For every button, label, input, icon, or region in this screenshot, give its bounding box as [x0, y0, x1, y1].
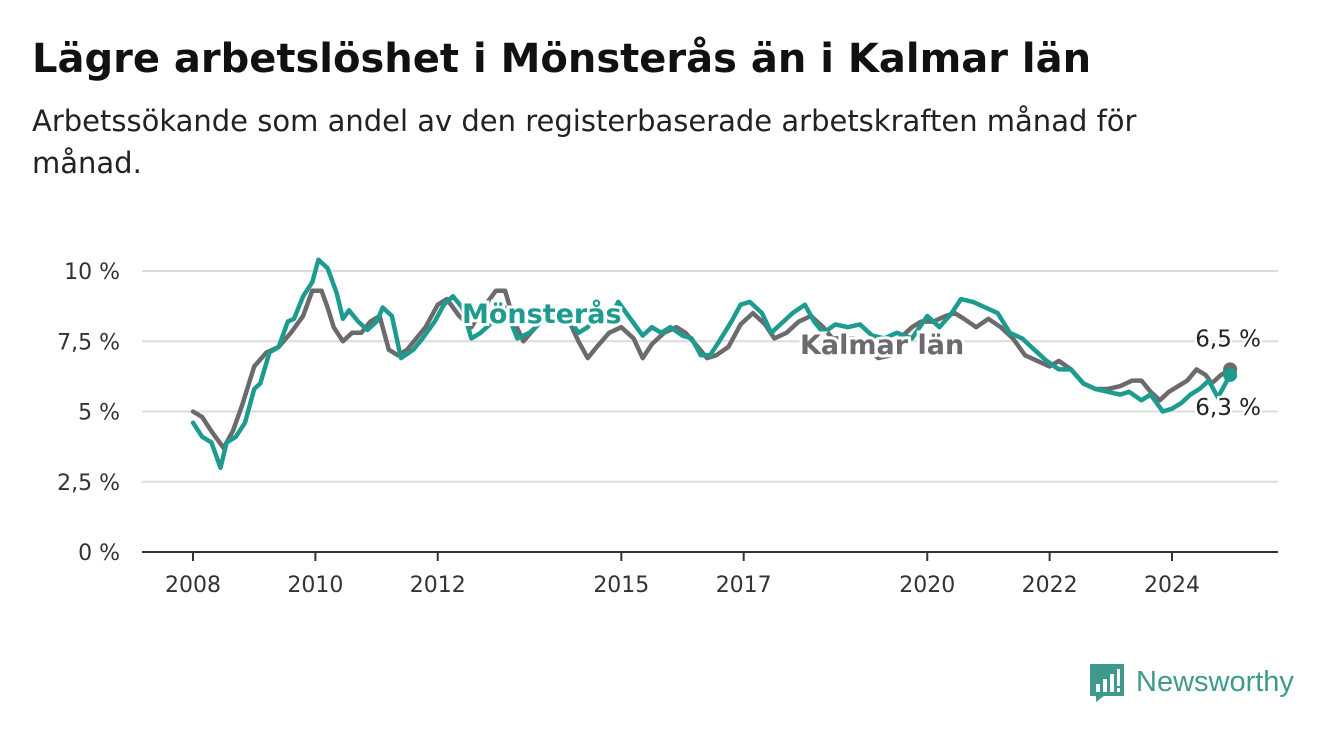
- y-tick-label: 7,5 %: [57, 330, 120, 355]
- bar-chart-icon: [1090, 664, 1124, 702]
- series-name-label: Mönsterås: [462, 298, 622, 330]
- x-tick-label: 2024: [1144, 573, 1200, 598]
- series-name-label: Kalmar län: [800, 330, 964, 361]
- end-value-label: 6,5 %: [1195, 326, 1261, 352]
- x-axis-ticks: 2008 2010 2012 2015 2017 2020 2022 2024: [165, 552, 1200, 598]
- y-tick-label: 0 %: [78, 541, 120, 566]
- brand-name: Newsworthy: [1136, 665, 1294, 698]
- y-axis-ticks: 0 % 2,5 % 5 % 7,5 % 10 %: [57, 260, 120, 566]
- series-lines: [190, 257, 1238, 470]
- chart-title: Lägre arbetslöshet i Mönsterås än i Kalm…: [32, 36, 1092, 82]
- y-tick-label: 10 %: [64, 260, 120, 285]
- y-tick-label: 2,5 %: [57, 471, 120, 496]
- series-end-point: [1223, 367, 1238, 382]
- x-tick-label: 2017: [716, 573, 772, 598]
- y-tick-label: 5 %: [78, 401, 120, 426]
- x-tick-label: 2020: [899, 573, 955, 598]
- x-tick-label: 2010: [287, 573, 343, 598]
- x-tick-label: 2008: [165, 573, 221, 598]
- end-value-label: 6,3 %: [1195, 395, 1261, 421]
- gridlines: [142, 270, 1278, 553]
- x-tick-label: 2015: [593, 573, 649, 598]
- x-tick-label: 2012: [410, 573, 466, 598]
- newsworthy-logo: Newsworthy: [1088, 662, 1294, 702]
- x-tick-label: 2022: [1022, 573, 1078, 598]
- series-labels: 6,5 % 6,3 % Mönsterås Kalmar län: [459, 295, 1264, 423]
- chart-subtitle: Arbetssökande som andel av den registerb…: [32, 104, 1137, 180]
- series-line-m-nster-s: [190, 257, 1233, 470]
